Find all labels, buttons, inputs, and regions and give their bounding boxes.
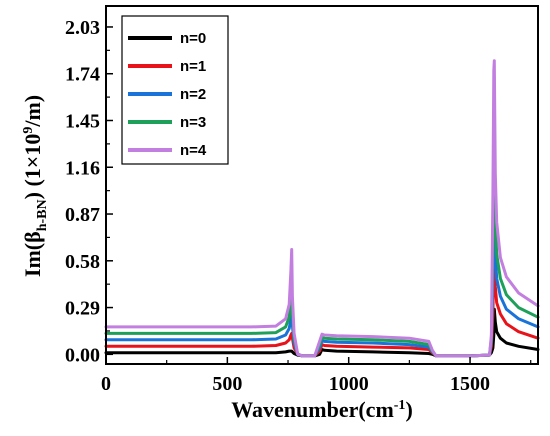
y-tick-label: 2.03 (65, 17, 100, 39)
y-ticks: 0.00 0.29 0.58 0.87 1.16 1.45 1.74 2.03 (65, 17, 113, 366)
x-tick-label: 0 (101, 373, 111, 395)
series-line-4 (104, 59, 540, 358)
series-line-0 (104, 307, 540, 358)
legend-label: n=1 (180, 58, 206, 75)
plot-lines (104, 59, 540, 358)
x-tick-label: 1500 (450, 373, 490, 395)
y-tick-label: 1.74 (65, 64, 100, 86)
legend-box (121, 15, 229, 165)
legend-label: n=4 (180, 142, 207, 159)
y-axis-label: Im(βh-BN) (1×109/m) (20, 95, 50, 277)
y-tick-label: 0.87 (65, 204, 100, 226)
legend-label: n=0 (180, 30, 206, 47)
y-tick-label: 0.00 (65, 344, 100, 366)
x-axis-label-end: ) (405, 397, 412, 422)
x-ticks: 0 500 1000 1500 (101, 357, 532, 395)
y-axis-label-sub: h-BN (35, 199, 50, 231)
y-axis-label-suffix: /m) (20, 95, 45, 128)
x-tick-label: 500 (212, 373, 242, 395)
legend-label: n=2 (180, 86, 206, 103)
series-line-3 (104, 140, 540, 358)
y-tick-label: 0.29 (65, 298, 100, 320)
legend: n=0 n=1 n=2 n=3 n=4 (121, 15, 229, 165)
y-tick-label: 1.45 (65, 110, 100, 132)
y-axis-label-middle: ) (1×10 (20, 134, 45, 200)
x-tick-label: 1000 (329, 373, 369, 395)
y-tick-label: 1.16 (65, 157, 100, 179)
x-axis-label-sup: -1 (394, 398, 406, 413)
legend-label: n=3 (180, 114, 206, 131)
plot-frame (105, 5, 539, 365)
y-axis-label-sup: 9 (21, 127, 36, 134)
x-axis-label: Wavenumber(cm-1) (231, 397, 413, 422)
x-axis-label-main: Wavenumber(cm (231, 397, 394, 422)
y-axis-label-prefix: Im(β (20, 231, 45, 277)
y-tick-label: 0.58 (65, 251, 100, 273)
